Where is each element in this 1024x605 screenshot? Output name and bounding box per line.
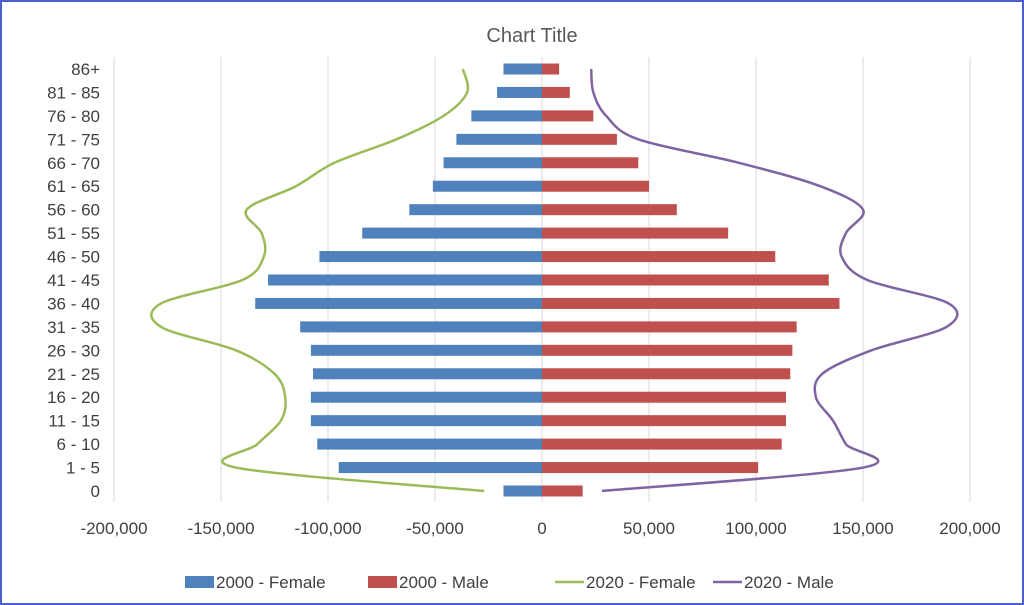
bar: [542, 344, 793, 356]
y-tick-label: 26 - 30: [47, 341, 100, 360]
bar: [300, 321, 542, 333]
legend-item: 2000 - Female: [185, 573, 326, 592]
bar: [497, 86, 542, 98]
bar: [542, 438, 782, 450]
legend-label: 2020 - Male: [744, 573, 834, 592]
axis-labels: -200,000 -150,000 -100,000 -50,000 0 50,000 10…: [47, 60, 1001, 538]
bar: [362, 227, 542, 239]
legend-item: 2020 - Female: [555, 573, 696, 592]
bar: [542, 321, 797, 333]
y-tick-label: 1 - 5: [66, 459, 100, 478]
y-tick-label: 46 - 50: [47, 248, 100, 267]
bar: [456, 133, 542, 145]
y-tick-label: 71 - 75: [47, 130, 100, 149]
bar: [503, 63, 542, 75]
bar: [443, 157, 542, 169]
y-tick-label: 0: [91, 482, 100, 501]
bar: [542, 297, 840, 309]
y-tick-label: 41 - 45: [47, 271, 100, 290]
x-tick-label: 100,000: [725, 519, 786, 538]
x-tick-label: -150,000: [187, 519, 254, 538]
x-tick-label: -200,000: [80, 519, 147, 538]
bar: [317, 438, 542, 450]
series-line: [150, 68, 485, 493]
legend-key: [368, 576, 397, 588]
bar: [310, 391, 542, 403]
chart-title: Chart Title: [486, 25, 577, 47]
bar: [542, 274, 829, 286]
legend-label: 2000 - Male: [399, 573, 489, 592]
y-tick-label: 16 - 20: [47, 388, 100, 407]
bar: [542, 227, 729, 239]
legend-item: 2000 - Male: [368, 573, 489, 592]
bar: [319, 251, 542, 263]
legend-label: 2000 - Female: [216, 573, 326, 592]
x-tick-label: 0: [537, 519, 546, 538]
bar: [310, 415, 542, 427]
y-tick-label: 36 - 40: [47, 294, 100, 313]
legend-item: 2020 - Male: [713, 573, 834, 592]
x-tick-label: -50,000: [406, 519, 464, 538]
bar: [542, 63, 560, 75]
y-tick-label: 86+: [71, 60, 100, 79]
legend-label: 2020 - Female: [586, 573, 696, 592]
y-tick-label: 21 - 25: [47, 365, 100, 384]
bar: [542, 251, 776, 263]
bar: [542, 485, 583, 497]
series-line: [589, 68, 959, 493]
y-tick-label: 31 - 35: [47, 318, 100, 337]
x-tick-label: -100,000: [294, 519, 361, 538]
y-tick-label: 81 - 85: [47, 83, 100, 102]
bar: [542, 157, 639, 169]
bar: [310, 344, 542, 356]
bar: [542, 180, 649, 192]
line-series-layer: [150, 68, 959, 493]
y-tick-label: 11 - 15: [48, 412, 100, 431]
bar: [255, 297, 543, 309]
bar: [503, 485, 542, 497]
y-tick-label: 66 - 70: [47, 154, 100, 173]
bar: [409, 204, 542, 216]
bar: [542, 368, 791, 380]
x-tick-label: 150,000: [832, 519, 893, 538]
bar: [542, 133, 617, 145]
bar-series-layer: [255, 63, 840, 497]
x-tick-label: 50,000: [623, 519, 675, 538]
bar: [471, 110, 542, 122]
y-tick-label: 56 - 60: [47, 201, 100, 220]
y-tick-label: 6 - 10: [57, 435, 100, 454]
bar: [542, 462, 759, 474]
bar: [542, 415, 786, 427]
y-tick-label: 51 - 55: [47, 224, 100, 243]
bar: [338, 462, 542, 474]
bar: [542, 86, 570, 98]
x-tick-label: 200,000: [939, 519, 1000, 538]
y-tick-label: 61 - 65: [47, 177, 100, 196]
legend: 2000 - Female 2000 - Male 2020 - Female 202…: [185, 573, 834, 592]
bar: [542, 110, 594, 122]
y-tick-label: 76 - 80: [47, 107, 100, 126]
bar: [268, 274, 542, 286]
legend-key: [185, 576, 214, 588]
bar: [432, 180, 542, 192]
bar: [313, 368, 542, 380]
bar: [542, 204, 677, 216]
bar: [542, 391, 786, 403]
